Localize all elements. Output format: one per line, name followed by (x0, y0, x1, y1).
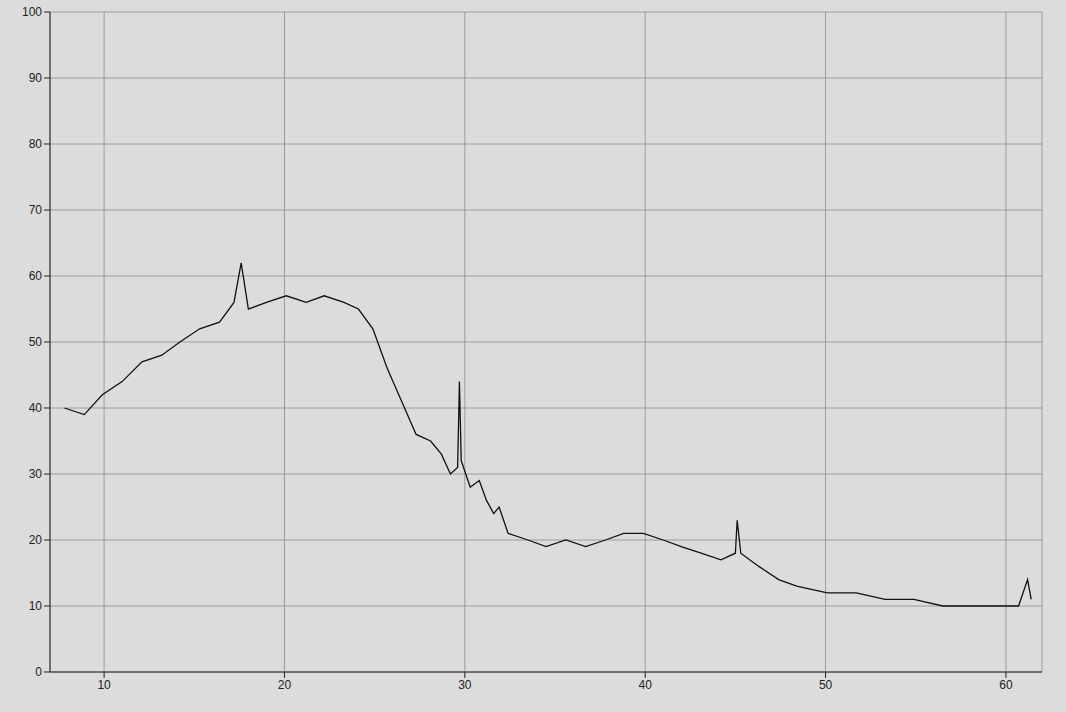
svg-text:70: 70 (29, 203, 43, 217)
svg-text:50: 50 (819, 678, 833, 692)
svg-text:30: 30 (29, 467, 43, 481)
svg-text:100: 100 (22, 5, 42, 19)
svg-text:20: 20 (29, 533, 43, 547)
svg-text:20: 20 (278, 678, 292, 692)
svg-text:60: 60 (999, 678, 1013, 692)
svg-text:60: 60 (29, 269, 43, 283)
svg-text:90: 90 (29, 71, 43, 85)
svg-text:10: 10 (97, 678, 111, 692)
svg-text:80: 80 (29, 137, 43, 151)
svg-text:10: 10 (29, 599, 43, 613)
svg-text:50: 50 (29, 335, 43, 349)
svg-text:30: 30 (458, 678, 472, 692)
svg-text:40: 40 (639, 678, 653, 692)
svg-text:0: 0 (35, 665, 42, 679)
svg-text:40: 40 (29, 401, 43, 415)
